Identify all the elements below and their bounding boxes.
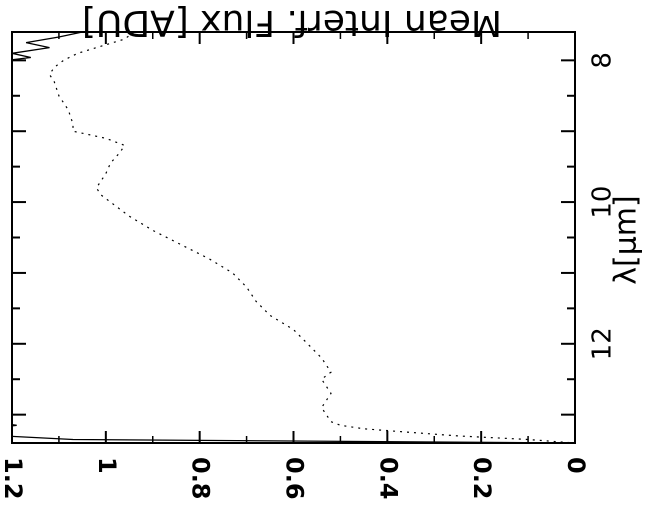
series-dotted-line (48, 32, 575, 443)
y-tick-label: 0.2 (468, 457, 496, 500)
series-solid-line (12, 32, 575, 443)
y-tick-label: 0 (562, 457, 590, 474)
y-tick-label: 0.4 (374, 457, 402, 500)
y-tick-label: 0.8 (187, 457, 215, 500)
x-tick-label: 8 (588, 52, 618, 69)
marks-layer: 0 0.2 0.4 0.6 0.8 1 1.2 8 10 12 λ[μm] Mean Interf. … (0, 2, 644, 500)
x-tick-label: 12 (588, 327, 618, 360)
x-tick-label: 10 (588, 186, 618, 219)
plot-frame (11, 31, 576, 444)
y-axis-title: Mean Interf. Flux [ADU] (82, 2, 502, 43)
x-axis-title: λ[μm] (609, 195, 644, 284)
y-tick-label: 0.6 (281, 457, 309, 500)
y-tick-label: 1.2 (0, 457, 27, 500)
y-tick-label: 1 (93, 457, 121, 474)
